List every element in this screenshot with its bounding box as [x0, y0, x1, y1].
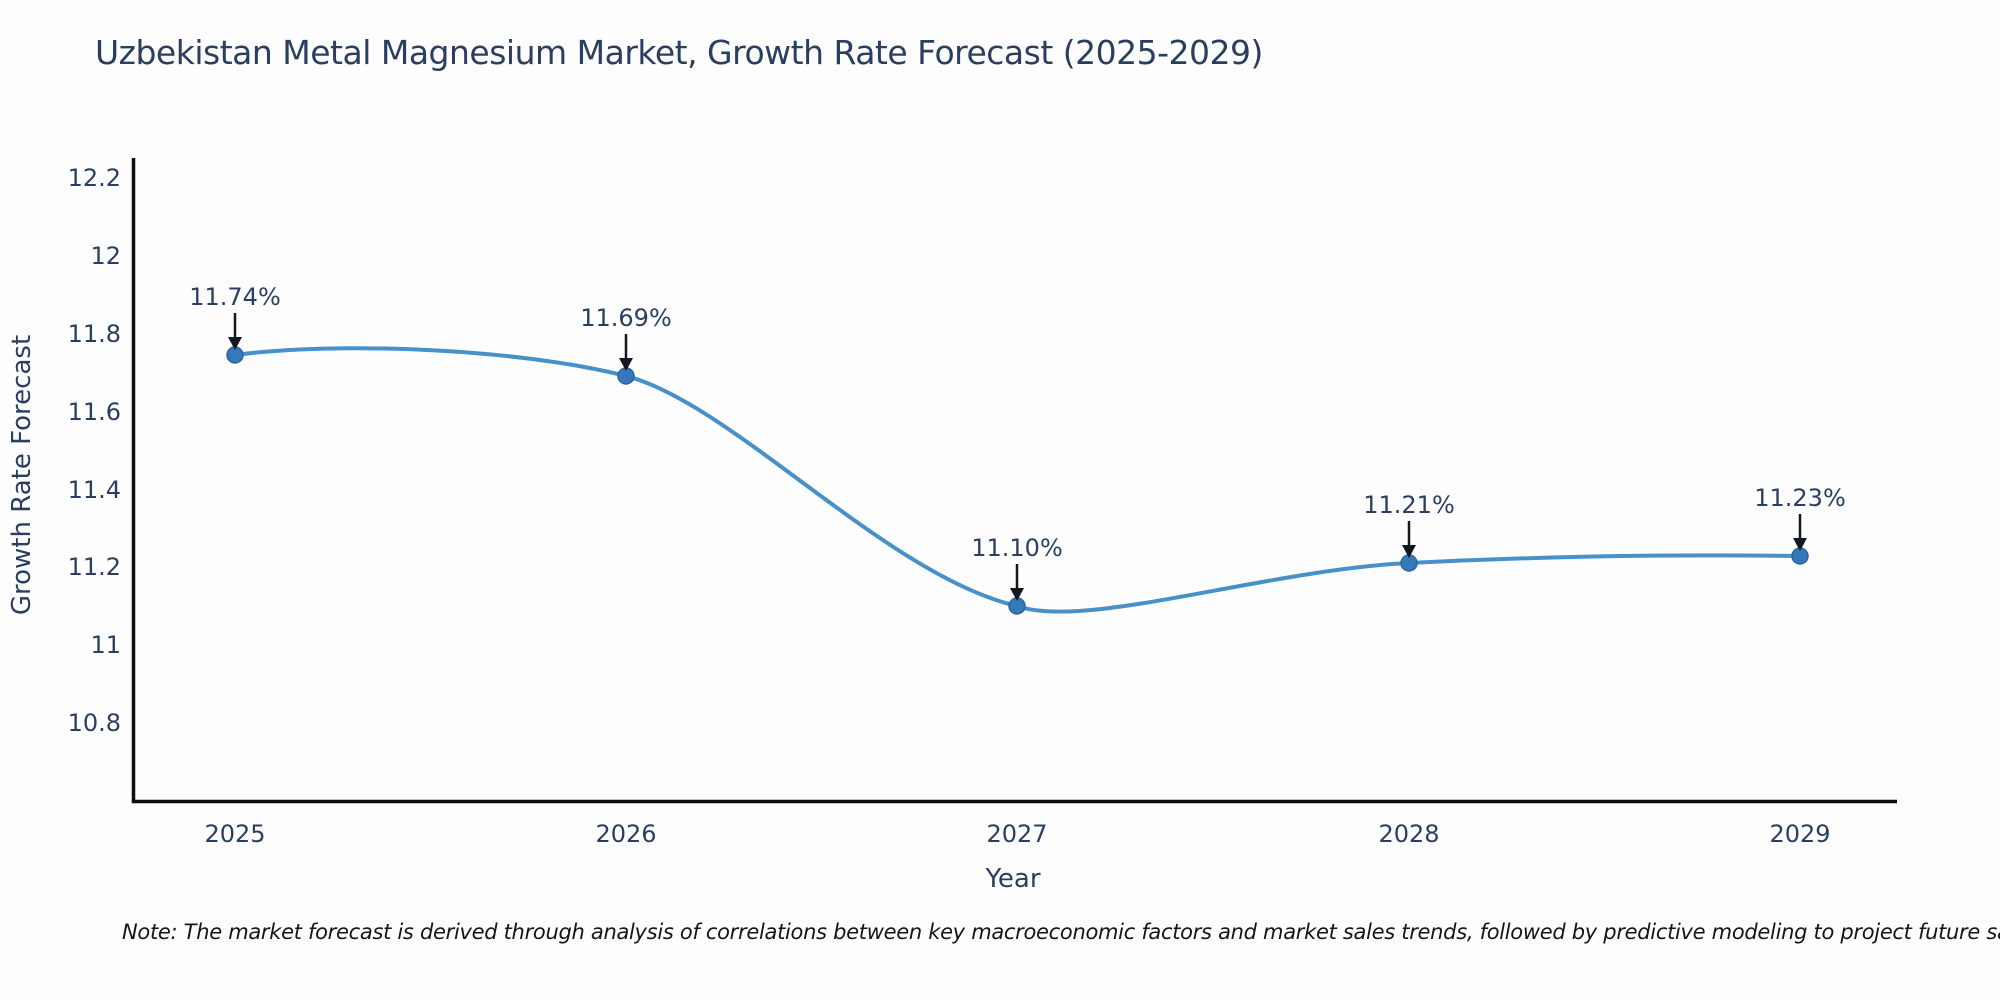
y-tick-label: 11.4 [68, 476, 121, 504]
point-annotations: 11.74% 11.69% 11.10% 11.21% 11.23% [189, 283, 1846, 601]
annotation-label: 11.10% [971, 534, 1063, 562]
y-tick-label: 11 [90, 631, 121, 659]
annotation-2027: 11.10% [971, 534, 1063, 601]
y-tick-label: 10.8 [68, 709, 121, 737]
x-tick-label: 2025 [204, 820, 265, 848]
x-tick-label: 2028 [1378, 820, 1439, 848]
x-tick-label: 2027 [986, 820, 1047, 848]
y-tick-label: 11.6 [68, 398, 121, 426]
x-tick-label: 2029 [1769, 820, 1830, 848]
y-axis-title: Growth Rate Forecast [7, 335, 37, 615]
annotation-2026: 11.69% [580, 304, 672, 371]
annotation-arrow-head [619, 358, 633, 371]
annotation-2029: 11.23% [1754, 484, 1846, 551]
annotation-2028: 11.21% [1363, 491, 1455, 558]
y-tick-label: 12 [90, 242, 121, 270]
annotation-2025: 11.74% [189, 283, 281, 350]
y-axis-ticks: 12.2 12 11.8 11.6 11.4 11.2 11 10.8 [68, 164, 121, 737]
annotation-arrow-head [1402, 545, 1416, 558]
axis-spines [131, 158, 1897, 804]
annotation-label: 11.74% [189, 283, 281, 311]
footnote: Note: The market forecast is derived thr… [122, 920, 2000, 944]
annotation-arrow-head [228, 337, 242, 350]
x-axis-ticks: 2025 2026 2027 2028 2029 [204, 820, 1830, 848]
y-tick-label: 12.2 [68, 164, 121, 192]
annotation-arrow-head [1793, 538, 1807, 551]
x-tick-label: 2026 [595, 820, 656, 848]
y-tick-label: 11.2 [68, 553, 121, 581]
annotation-arrow-head [1010, 588, 1024, 601]
y-tick-label: 11.8 [68, 320, 121, 348]
annotation-label: 11.23% [1754, 484, 1846, 512]
x-axis-title: Year [984, 864, 1040, 894]
chart-title: Uzbekistan Metal Magnesium Market, Growt… [95, 33, 1263, 72]
annotation-label: 11.21% [1363, 491, 1455, 519]
trace-markers [226, 346, 1809, 615]
annotation-label: 11.69% [580, 304, 672, 332]
